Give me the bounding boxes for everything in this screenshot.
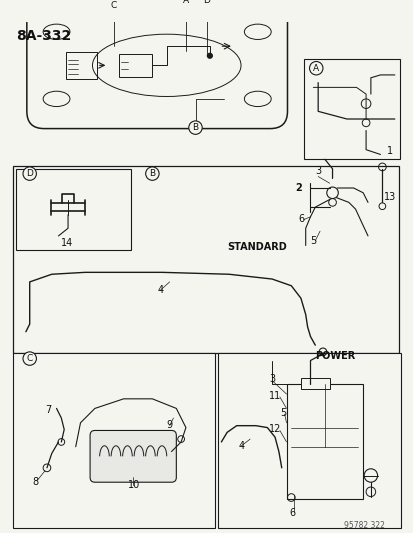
Circle shape [200, 0, 213, 7]
Text: B: B [192, 123, 198, 132]
Text: 8: 8 [33, 477, 38, 487]
Text: C: C [111, 2, 117, 11]
Text: 3: 3 [268, 374, 275, 384]
Text: 6: 6 [297, 214, 304, 223]
Circle shape [23, 167, 36, 180]
Bar [66, 52, 97, 79]
Text: D: D [203, 0, 210, 5]
Text: A: A [183, 0, 188, 5]
Bar [286, 384, 362, 499]
Text: D: D [26, 169, 33, 178]
Circle shape [179, 0, 192, 7]
Text: 10: 10 [128, 480, 140, 490]
Text: 9: 9 [166, 419, 173, 430]
Bar [13, 353, 214, 528]
Circle shape [23, 352, 36, 365]
Text: 6: 6 [289, 508, 295, 518]
Circle shape [107, 0, 121, 13]
Text: 3: 3 [315, 166, 320, 176]
Text: POWER: POWER [315, 351, 355, 361]
Text: 2: 2 [294, 183, 301, 193]
Text: 95782 322: 95782 322 [343, 521, 384, 530]
Text: 4: 4 [238, 441, 244, 451]
Bar [303, 59, 399, 159]
Bar [119, 54, 152, 77]
Text: 5: 5 [279, 408, 285, 418]
Bar [217, 353, 400, 528]
Ellipse shape [244, 24, 271, 39]
Text: 8A-332: 8A-332 [16, 29, 71, 43]
Bar [16, 169, 131, 251]
Text: 7: 7 [45, 405, 51, 415]
Text: 5: 5 [310, 236, 316, 246]
Ellipse shape [43, 91, 70, 107]
Ellipse shape [43, 24, 70, 39]
Text: 1: 1 [386, 146, 392, 156]
Text: 11: 11 [268, 391, 281, 401]
Ellipse shape [244, 91, 271, 107]
FancyBboxPatch shape [90, 431, 176, 482]
Circle shape [207, 53, 212, 58]
Text: A: A [312, 64, 318, 72]
Text: C: C [26, 354, 33, 363]
Circle shape [188, 121, 202, 134]
Text: 14: 14 [61, 238, 74, 247]
Circle shape [145, 167, 159, 180]
Text: 4: 4 [157, 285, 163, 295]
Bar [300, 378, 329, 389]
Text: 12: 12 [268, 424, 281, 434]
Text: 13: 13 [383, 191, 396, 201]
Bar [13, 166, 398, 353]
FancyBboxPatch shape [27, 2, 287, 128]
Circle shape [309, 61, 322, 75]
Text: B: B [149, 169, 155, 178]
Text: STANDARD: STANDARD [227, 243, 286, 252]
